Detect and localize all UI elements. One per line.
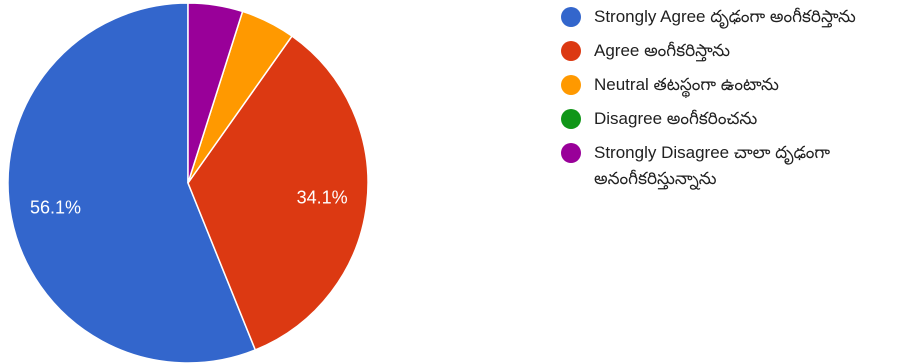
legend-swatch (561, 41, 581, 61)
legend-item-1[interactable]: Agree అంగీకరిస్తాను (560, 38, 920, 64)
legend-item-0[interactable]: Strongly Agree దృఢంగా అంగీకరిస్తాను (560, 4, 920, 30)
legend-label: Neutral తటస్థంగా ఉంటాను (594, 75, 779, 94)
legend-label: Disagree అంగీకరించను (594, 109, 758, 128)
legend-item-3[interactable]: Disagree అంగీకరించను (560, 106, 920, 132)
pie-slice-4[interactable] (187, 2, 244, 184)
legend-swatch (561, 75, 581, 95)
legend-label: Agree అంగీకరిస్తాను (594, 41, 730, 60)
legend-label: Strongly Disagree చాలా దృఢంగా అనంగీకరిస్… (594, 143, 831, 188)
legend-label: Strongly Agree దృఢంగా అంగీకరిస్తాను (594, 7, 856, 26)
legend-swatch (561, 109, 581, 129)
legend-swatch (561, 143, 581, 163)
pie-slice-1[interactable] (187, 35, 369, 351)
pie-slice-label-0: 56.1% (30, 197, 81, 217)
chart-legend: Strongly Agree దృఢంగా అంగీకరిస్తాను Agree… (560, 4, 920, 200)
legend-item-4[interactable]: Strongly Disagree చాలా దృఢంగా అనంగీకరిస్… (560, 140, 920, 192)
legend-swatch (561, 7, 581, 27)
legend-item-2[interactable]: Neutral తటస్థంగా ఉంటాను (560, 72, 920, 98)
pie-slice-0[interactable] (7, 2, 257, 364)
pie-slice-label-1: 34.1% (297, 187, 348, 207)
